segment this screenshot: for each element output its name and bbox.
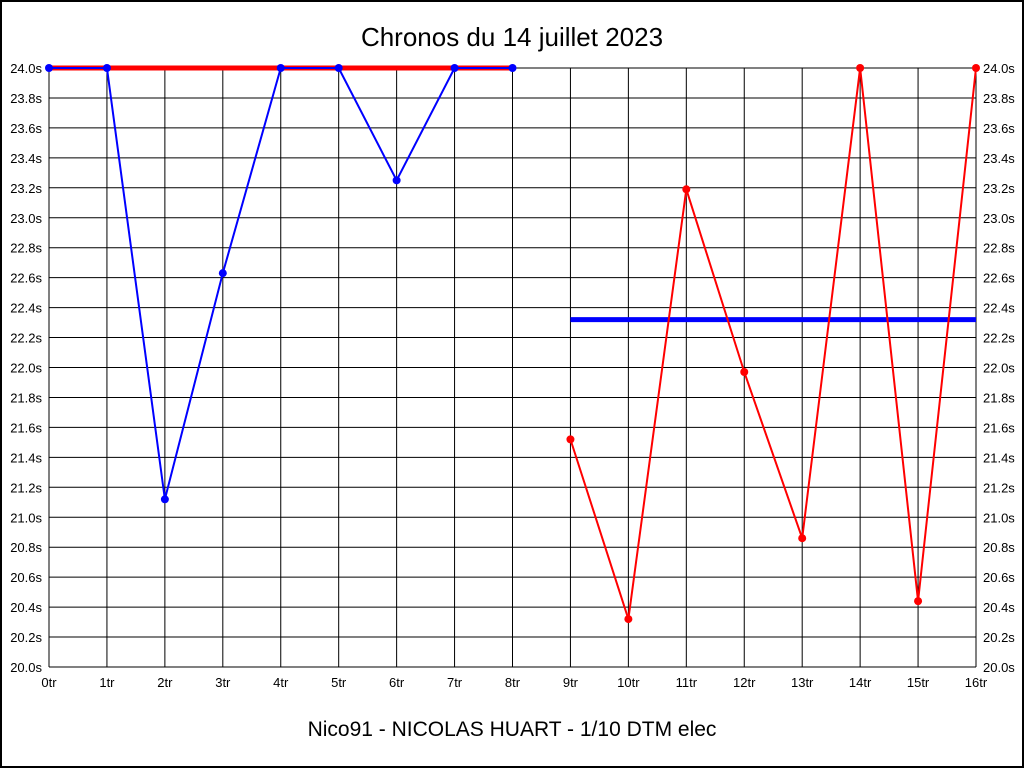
- svg-text:21.0s: 21.0s: [983, 510, 1015, 525]
- svg-text:16tr: 16tr: [965, 675, 988, 690]
- svg-text:1tr: 1tr: [99, 675, 115, 690]
- svg-text:22.0s: 22.0s: [10, 361, 42, 376]
- svg-text:7tr: 7tr: [447, 675, 463, 690]
- svg-text:21.0s: 21.0s: [10, 510, 42, 525]
- red-series-point: [740, 367, 749, 376]
- svg-text:23.0s: 23.0s: [983, 211, 1015, 226]
- svg-text:24.0s: 24.0s: [10, 61, 42, 76]
- svg-text:20.4s: 20.4s: [983, 600, 1015, 615]
- svg-text:22.8s: 22.8s: [983, 241, 1015, 256]
- svg-text:23.6s: 23.6s: [10, 121, 42, 136]
- svg-text:23.4s: 23.4s: [983, 151, 1015, 166]
- chart-title: Chronos du 14 juillet 2023: [360, 22, 664, 52]
- blue-series-point: [160, 495, 169, 504]
- blue-series-point: [218, 269, 227, 278]
- svg-text:21.4s: 21.4s: [983, 450, 1015, 465]
- red-series-point: [856, 64, 865, 72]
- svg-text:23.8s: 23.8s: [10, 91, 42, 106]
- svg-text:10tr: 10tr: [617, 675, 640, 690]
- svg-text:24.0s: 24.0s: [983, 61, 1015, 76]
- svg-text:21.8s: 21.8s: [10, 390, 42, 405]
- blue-series-point: [102, 64, 111, 72]
- gridlines: [48, 67, 977, 668]
- svg-text:12tr: 12tr: [733, 675, 756, 690]
- svg-text:20.0s: 20.0s: [983, 660, 1015, 675]
- svg-text:23.8s: 23.8s: [983, 91, 1015, 106]
- chart-footer: Nico91 - NICOLAS HUART - 1/10 DTM elec: [307, 718, 717, 741]
- svg-text:21.2s: 21.2s: [10, 480, 42, 495]
- svg-text:20.6s: 20.6s: [10, 570, 42, 585]
- svg-text:21.6s: 21.6s: [10, 420, 42, 435]
- svg-text:20.6s: 20.6s: [983, 570, 1015, 585]
- svg-text:23.4s: 23.4s: [10, 151, 42, 166]
- y-tick-labels-left: 20.0s 20.2s 20.4s 20.6s 20.8s 21.0s 21.2s 21.4s…: [10, 61, 42, 675]
- svg-text:22.2s: 22.2s: [10, 331, 42, 346]
- svg-text:21.8s: 21.8s: [983, 390, 1015, 405]
- svg-text:11tr: 11tr: [676, 675, 698, 690]
- svg-text:9tr: 9tr: [563, 675, 579, 690]
- blue-series-point: [45, 64, 53, 72]
- blue-series-point: [334, 64, 343, 72]
- svg-text:20.2s: 20.2s: [10, 630, 42, 645]
- blue-series-point: [392, 176, 401, 185]
- red-series-point: [798, 534, 807, 543]
- red-series-point: [682, 185, 691, 194]
- svg-text:22.4s: 22.4s: [983, 301, 1015, 316]
- svg-text:22.6s: 22.6s: [10, 271, 42, 286]
- svg-text:8tr: 8tr: [505, 675, 521, 690]
- svg-text:13tr: 13tr: [791, 675, 814, 690]
- svg-text:21.6s: 21.6s: [983, 420, 1015, 435]
- svg-text:22.4s: 22.4s: [10, 301, 42, 316]
- red-series-line: [569, 67, 977, 620]
- red-series-point: [972, 64, 980, 72]
- svg-text:22.8s: 22.8s: [10, 241, 42, 256]
- svg-text:20.4s: 20.4s: [10, 600, 42, 615]
- svg-text:22.0s: 22.0s: [983, 361, 1015, 376]
- blue-series-point: [276, 64, 285, 72]
- y-tick-labels-right: 20.0s 20.2s 20.4s 20.6s 20.8s 21.0s 21.2s 21.4s…: [983, 61, 1015, 675]
- svg-text:20.2s: 20.2s: [983, 630, 1015, 645]
- svg-text:20.8s: 20.8s: [983, 540, 1015, 555]
- blue-series-point: [508, 64, 517, 72]
- svg-text:20.0s: 20.0s: [10, 660, 42, 675]
- svg-text:20.8s: 20.8s: [10, 540, 42, 555]
- svg-text:21.2s: 21.2s: [983, 480, 1015, 495]
- svg-text:23.6s: 23.6s: [983, 121, 1015, 136]
- svg-text:21.4s: 21.4s: [10, 450, 42, 465]
- svg-text:5tr: 5tr: [331, 675, 347, 690]
- svg-text:15tr: 15tr: [907, 675, 930, 690]
- svg-text:23.0s: 23.0s: [10, 211, 42, 226]
- x-tick-labels: 0tr 1tr 2tr 3tr 4tr 5tr 6tr 7tr 8tr 9tr 10tr 11tr 12…: [41, 675, 987, 690]
- blue-series-point: [450, 64, 459, 72]
- svg-text:6tr: 6tr: [389, 675, 405, 690]
- red-series-point: [624, 615, 633, 624]
- svg-text:22.6s: 22.6s: [983, 271, 1015, 286]
- svg-text:3tr: 3tr: [215, 675, 231, 690]
- svg-text:4tr: 4tr: [273, 675, 289, 690]
- red-series-point: [914, 597, 923, 606]
- svg-text:0tr: 0tr: [41, 675, 57, 690]
- svg-text:23.2s: 23.2s: [983, 181, 1015, 196]
- svg-text:22.2s: 22.2s: [983, 331, 1015, 346]
- svg-text:2tr: 2tr: [157, 675, 173, 690]
- svg-text:23.2s: 23.2s: [10, 181, 42, 196]
- red-series-point: [566, 435, 575, 444]
- series-markers: [45, 64, 980, 624]
- svg-text:14tr: 14tr: [849, 675, 872, 690]
